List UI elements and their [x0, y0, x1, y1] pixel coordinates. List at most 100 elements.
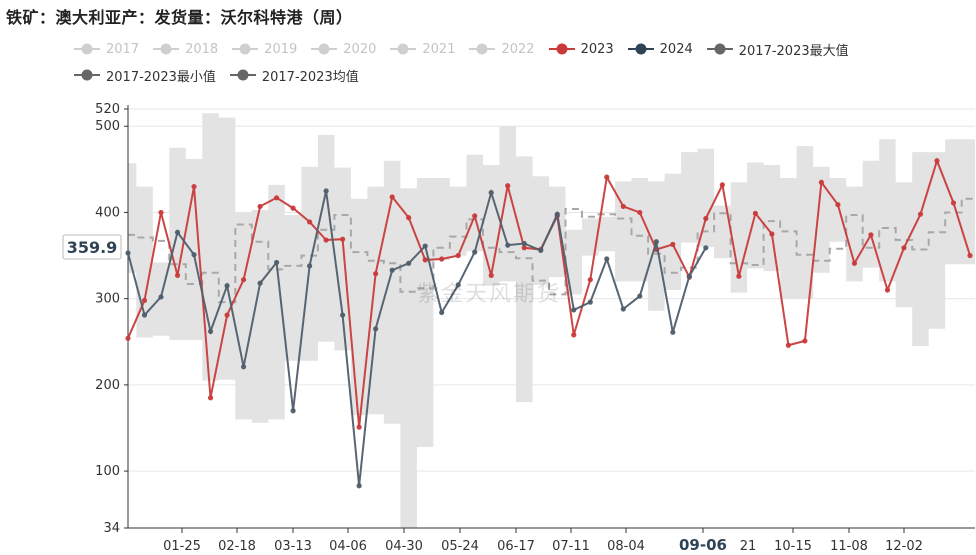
legend-item-2024[interactable]: 2024 [627, 42, 693, 57]
x-tick-label: 03-13 [274, 539, 312, 554]
legend-marker-icon [627, 43, 654, 55]
x-tick-label: 08-04 [607, 539, 645, 554]
legend-marker-icon [469, 43, 496, 55]
y-pointer-label: 359.9 [67, 238, 118, 257]
y-tick-label: 34 [103, 521, 120, 536]
legend-label: 2018 [185, 41, 219, 57]
point-2024 [554, 211, 560, 217]
legend-label: 2019 [264, 41, 298, 57]
point-2023 [340, 236, 346, 242]
legend-marker-icon [153, 43, 180, 55]
y-pointer-box [62, 234, 122, 260]
point-2023 [207, 395, 214, 401]
legend-item-2021[interactable]: 2021 [390, 42, 455, 57]
point-2023 [422, 257, 428, 263]
legend-marker-icon [390, 43, 417, 55]
x-tick-label: 04-06 [329, 539, 367, 554]
point-2023 [587, 277, 593, 283]
point-2023 [307, 219, 313, 225]
point-2024 [620, 306, 626, 312]
point-2023 [868, 232, 874, 238]
point-2023 [323, 237, 329, 243]
point-2024 [472, 249, 478, 255]
x-tick-label: 07-11 [552, 539, 590, 554]
point-2024 [604, 256, 610, 262]
point-2023 [967, 252, 973, 259]
point-2023 [174, 272, 181, 278]
legend-marker-icon [229, 69, 256, 81]
point-2024 [686, 273, 692, 279]
point-2024 [340, 312, 346, 318]
point-2023 [950, 200, 957, 206]
point-2023 [736, 273, 742, 279]
point-2023 [917, 211, 924, 217]
point-2023 [356, 424, 362, 430]
max-min-band [128, 113, 975, 529]
point-2023 [257, 203, 263, 210]
y-tick-label: 300 [95, 292, 120, 307]
point-2024 [455, 282, 461, 288]
point-2024 [191, 252, 197, 258]
legend-item-2017[interactable]: 2017 [74, 42, 139, 57]
point-2023 [455, 252, 461, 259]
point-2023 [620, 203, 626, 210]
point-2023 [273, 195, 280, 201]
point-2023 [835, 202, 841, 208]
point-2024 [653, 239, 659, 245]
point-2023 [752, 210, 758, 216]
point-2024 [538, 247, 544, 253]
point-2024 [141, 312, 148, 318]
point-2023 [389, 194, 395, 200]
point-2024 [521, 240, 527, 247]
point-2024 [422, 243, 428, 249]
point-2023 [521, 245, 527, 251]
point-2023 [785, 342, 791, 348]
point-2023 [505, 183, 511, 189]
x-pointer-label: 09-06 [679, 536, 727, 554]
point-2023 [703, 215, 709, 222]
x-tick-label: 01-25 [163, 539, 201, 554]
series-line-2024 [127, 189, 707, 486]
point-2024 [125, 250, 131, 256]
point-2023 [373, 271, 379, 277]
legend-marker-icon [311, 43, 338, 55]
point-2023 [637, 209, 643, 216]
point-2024 [587, 299, 593, 305]
legend-label: 2020 [343, 41, 377, 57]
point-2024 [356, 483, 362, 489]
point-2023 [884, 287, 891, 293]
legend-item-2023[interactable]: 2023 [548, 42, 614, 57]
point-2024 [571, 307, 577, 313]
y-tick-label: 200 [95, 378, 120, 393]
legend-item-2019[interactable]: 2019 [232, 42, 297, 57]
point-2024 [273, 259, 280, 266]
point-2023 [818, 179, 825, 185]
point-2024 [703, 245, 709, 251]
legend-item-2020[interactable]: 2020 [311, 42, 376, 57]
legend-item-2017-2023最大值[interactable]: 2017-2023最大值 [706, 40, 849, 59]
legend-item-2017-2023最小值[interactable]: 2017-2023最小值 [74, 66, 216, 85]
point-2023 [934, 158, 940, 164]
legend-row: 2017-2023最小值 2017-2023均值 [74, 62, 974, 88]
point-2023 [670, 241, 676, 247]
legend-item-2017-2023均值[interactable]: 2017-2023均值 [229, 66, 359, 85]
legend-item-2022[interactable]: 2022 [469, 41, 535, 57]
legend-marker-icon [74, 69, 100, 81]
legend-marker-icon [74, 43, 100, 55]
x-tick-label: 10-15 [774, 539, 812, 554]
point-2024 [373, 326, 379, 332]
point-2024 [439, 309, 445, 316]
legend-label: 2017-2023最小值 [106, 69, 216, 85]
point-2024 [307, 263, 313, 269]
point-2023 [802, 338, 808, 344]
point-2024 [240, 364, 247, 370]
legend-item-2018[interactable]: 2018 [153, 42, 218, 57]
point-2023 [191, 183, 197, 190]
legend-label: 2017-2023均值 [261, 69, 359, 85]
x-tick-label: 12-02 [885, 539, 923, 554]
x-tick-label: 11-08 [830, 539, 868, 554]
legend-label: 2017 [106, 41, 140, 57]
legend-label: 2022 [501, 41, 535, 57]
point-2023 [604, 174, 610, 180]
